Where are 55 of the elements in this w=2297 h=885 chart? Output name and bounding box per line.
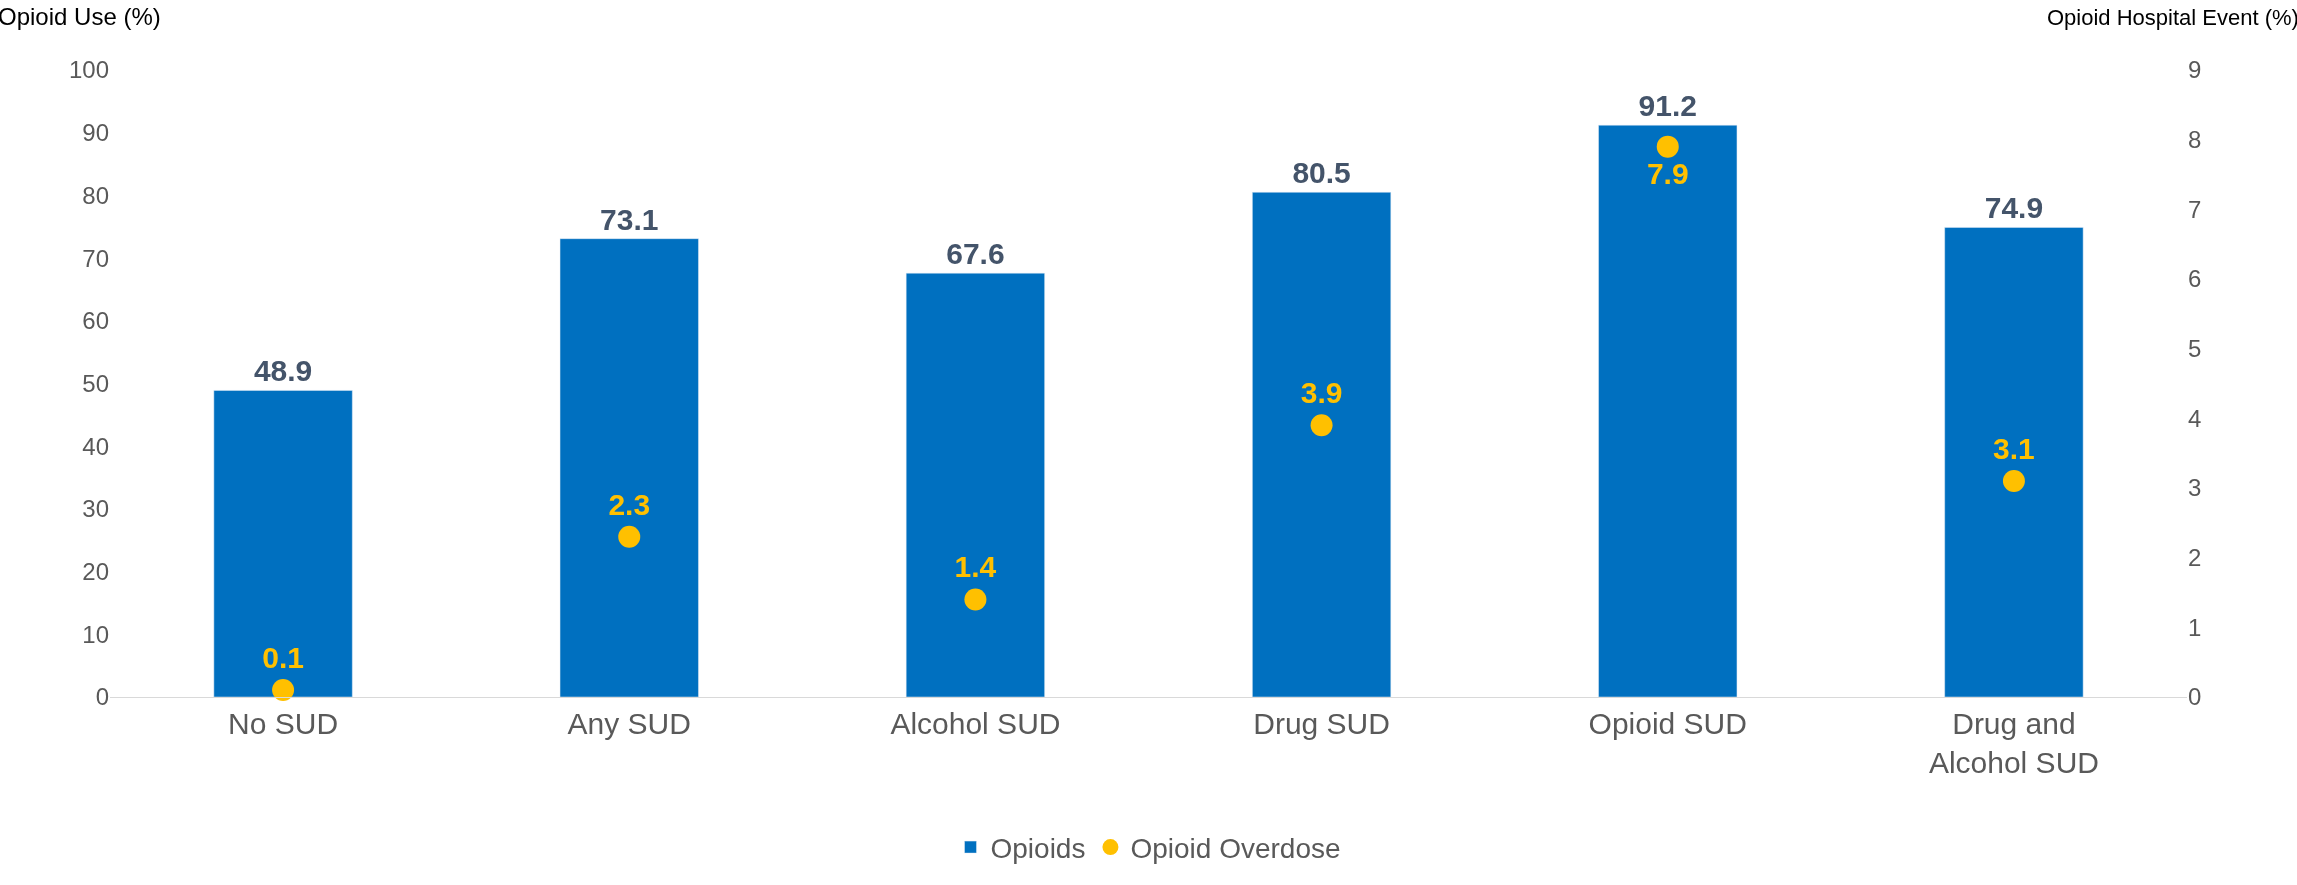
bar	[213, 390, 353, 697]
data-label: 80.5	[1292, 156, 1351, 190]
data-label: 0.1	[262, 640, 304, 674]
y-tick-label: 40	[82, 432, 109, 460]
x-tick-label: Alcohol SUD	[890, 707, 1061, 740]
point	[272, 679, 295, 702]
y2-tick-label: 5	[2188, 335, 2202, 363]
data-label: 91.2	[1638, 89, 1697, 123]
data-label: 3.9	[1300, 376, 1343, 410]
point	[1310, 414, 1333, 437]
data-label: 1.4	[954, 550, 997, 584]
y-axis-title: Opioid Use (%)	[0, 3, 161, 30]
data-label: 67.6	[946, 237, 1005, 271]
point	[618, 525, 641, 548]
data-label: 48.9	[253, 354, 313, 388]
legend-label: Opioid Overdose	[1130, 833, 1341, 865]
y-tick-label: 50	[82, 369, 109, 397]
x-tick-label: Opioid SUD	[1588, 707, 1747, 740]
point	[1656, 135, 1679, 158]
data-label: 7.9	[1646, 156, 1689, 190]
y-tick-label: 90	[82, 119, 109, 147]
y2-tick-label: 4	[2188, 404, 2202, 432]
bar	[1598, 124, 1738, 697]
x-tick-label: No SUD	[228, 707, 339, 740]
bar	[1944, 227, 2084, 697]
y-tick-label: 80	[82, 181, 109, 209]
y-tick-label: 30	[82, 495, 109, 523]
y-tick-label: 100	[68, 56, 109, 84]
x-tick-label: Drug SUD	[1253, 707, 1390, 740]
x-tick-label: Any SUD	[567, 707, 691, 740]
y2-tick-label: 7	[2188, 195, 2202, 223]
y-tick-label: 10	[82, 620, 109, 648]
y2-tick-label: 2	[2188, 544, 2202, 572]
y-tick-label: 20	[82, 558, 109, 585]
y2-tick-label: 6	[2188, 265, 2202, 293]
legend-label: Opioids	[990, 833, 1086, 865]
y-tick-label: 60	[82, 307, 109, 335]
y2-tick-label: 0	[2188, 683, 2202, 711]
y2-tick-label: 1	[2188, 613, 2202, 641]
y2-tick-label: 3	[2188, 474, 2202, 502]
point	[2002, 470, 2025, 493]
y2-axis-title: Opioid Hospital Event (%)	[2047, 5, 2297, 30]
data-label: 3.1	[1993, 431, 2035, 465]
y2-tick-label: 8	[2188, 126, 2202, 154]
bar	[1252, 192, 1392, 697]
data-label: 2.3	[608, 487, 651, 521]
x-tick-label: Drug and Alcohol SUD	[1928, 707, 2099, 779]
y-tick-label: 70	[82, 244, 109, 272]
bar	[905, 272, 1045, 697]
point	[964, 588, 987, 611]
y-tick-label: 0	[95, 683, 109, 711]
data-label: 74.9	[1984, 191, 2044, 225]
bar	[559, 238, 699, 697]
y2-tick-label: 9	[2188, 56, 2202, 84]
data-label: 73.1	[600, 202, 659, 236]
